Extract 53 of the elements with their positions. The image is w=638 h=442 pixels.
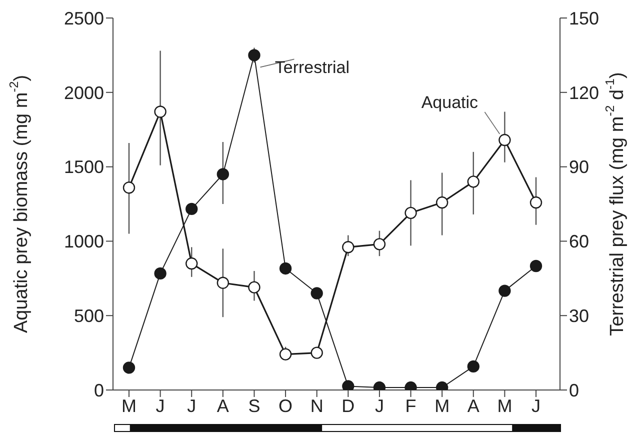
point: [310, 346, 323, 359]
y2-tick-label: 120: [569, 82, 600, 103]
point: [373, 238, 386, 250]
x-tick-label: M: [497, 396, 512, 416]
y-tick-label: 1000: [64, 232, 104, 252]
point: [216, 168, 230, 180]
point: [248, 49, 260, 62]
x-tick-label: S: [248, 396, 260, 416]
y2-tick-label: 90: [569, 157, 590, 178]
point: [122, 182, 136, 194]
y2-tick-label: 60: [569, 232, 590, 252]
point: [498, 284, 511, 297]
point: [467, 360, 480, 373]
point: [436, 196, 448, 209]
point: [342, 241, 354, 254]
point: [216, 276, 230, 289]
x-tick-label: A: [216, 396, 229, 416]
point: [154, 267, 166, 280]
point: [279, 262, 292, 275]
x-tick-label: D: [342, 396, 355, 416]
x-tick-label: J: [187, 396, 196, 416]
series-label: Terrestrial: [274, 58, 350, 78]
point: [186, 257, 198, 270]
x-tick-label: A: [467, 396, 480, 416]
point: [342, 380, 354, 390]
point: [467, 176, 480, 188]
x-tick-label: J: [532, 396, 540, 416]
x-tick-label: J: [156, 396, 165, 416]
point: [186, 202, 198, 216]
point: [530, 196, 542, 209]
x-tick-label: F: [405, 396, 416, 416]
x-tick-label: J: [374, 396, 384, 416]
point: [310, 287, 323, 300]
y-tick-label: 1500: [64, 157, 104, 178]
point: [279, 348, 292, 360]
point: [404, 206, 417, 220]
x-tick-label: O: [278, 396, 293, 416]
y-tick-label: 2500: [64, 8, 104, 28]
y-tick-label: 500: [74, 306, 104, 326]
point: [498, 134, 511, 146]
y-tick-label: 0: [94, 380, 104, 400]
point: [122, 362, 136, 374]
y2-tick-label: 150: [569, 8, 600, 28]
y2-tick-label: 30: [569, 306, 590, 326]
y-tick-label: 2000: [64, 82, 104, 103]
point: [248, 281, 260, 294]
x-tick-label: N: [310, 396, 324, 416]
y2-tick-label: 0: [569, 380, 580, 400]
x-tick-label: M: [434, 396, 450, 416]
point: [530, 260, 542, 272]
point: [154, 106, 166, 118]
x-tick-label: M: [122, 396, 136, 416]
series-label: Aquatic: [421, 93, 479, 112]
